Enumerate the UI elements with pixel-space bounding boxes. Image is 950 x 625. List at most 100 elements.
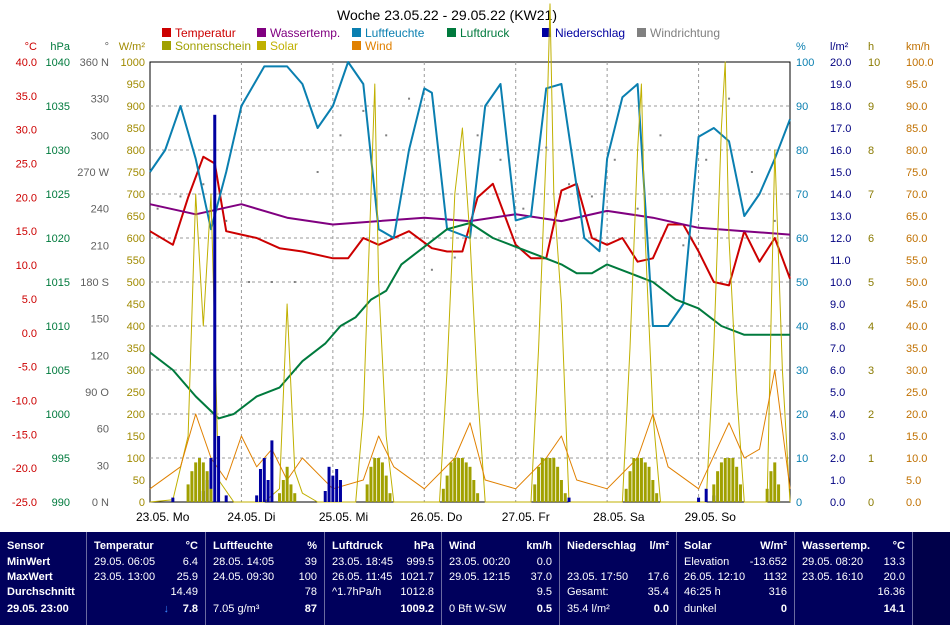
rain-axis-tick: 8.0	[830, 321, 845, 333]
sensor-column: Sensor MinWert MaxWert Durchschnitt 29.0…	[0, 532, 87, 625]
legend-swatch	[257, 28, 266, 37]
sunshine-axis-tick: 1	[868, 453, 874, 465]
windrichtung-point	[728, 97, 731, 100]
sonnenschein-bar	[285, 466, 289, 502]
temperature-axis-tick: 20.0	[16, 192, 37, 204]
sonnenschein-bar	[731, 458, 735, 502]
x-tick-label: 25.05. Mi	[319, 510, 368, 524]
pressure-axis-tick: 1015	[46, 277, 70, 289]
niederschlag-bar	[213, 114, 217, 503]
windrichtung-point	[682, 244, 685, 247]
wind-line	[149, 369, 791, 490]
wind-direction-axis-tick: 210	[91, 240, 109, 252]
sonnenschein-bar	[533, 484, 537, 502]
sunshine-axis-tick: 7	[868, 189, 874, 201]
windrichtung-point	[430, 268, 433, 271]
windrichtung-point	[568, 183, 571, 186]
temperature-axis-tick: 10.0	[16, 260, 37, 272]
sonnenschein-bar	[384, 475, 388, 502]
sonnenschein-bar	[453, 458, 457, 502]
rain-axis-tick: 10.0	[830, 277, 851, 289]
niederschlag-bar	[697, 497, 701, 502]
pressure-axis-tick: 1020	[46, 233, 70, 245]
absolute-humidity: 7.05 g/m³	[213, 603, 260, 615]
sunshine-axis-unit: h	[868, 41, 874, 53]
humidity-axis-tick: 20	[796, 409, 808, 421]
sonnenschein-bar	[472, 480, 476, 502]
windrichtung-point	[225, 219, 228, 222]
temperature-column: Temperatur °C 29.05. 06:05 6.4 23.05. 13:…	[87, 532, 206, 625]
sonnenschein-bar	[281, 480, 285, 502]
sonnenschein-bar	[723, 458, 727, 502]
temperature-axis-tick: 15.0	[16, 226, 37, 238]
humidity-axis-tick: 40	[796, 321, 808, 333]
water-temp-current: 14.1	[883, 603, 905, 615]
solar-line	[149, 3, 791, 503]
humidity-axis-tick: 90	[796, 101, 808, 113]
legend-label: Windrichtung	[650, 26, 720, 40]
legend-swatch	[637, 28, 646, 37]
sonnenschein-bar	[445, 475, 449, 502]
niederschlag-bar	[567, 497, 571, 502]
niederschlag-bar	[338, 480, 342, 502]
sonnenschein-bar	[476, 493, 480, 502]
niederschlag-bar	[217, 436, 221, 502]
windrichtung-point	[773, 219, 776, 222]
solar-axis-tick: 150	[127, 431, 145, 443]
rain-axis-tick: 5.0	[830, 387, 845, 399]
wind-speed-axis-tick: 95.0	[906, 79, 927, 91]
water-temp-min-value: 13.3	[883, 556, 905, 568]
rain-axis-tick: 0.0	[830, 497, 845, 509]
wind-direction-axis-tick: 30	[97, 460, 109, 472]
legend-swatch	[162, 28, 171, 37]
sonnenschein-bar	[643, 462, 647, 502]
humidity-min-value: 39	[304, 556, 317, 568]
water-temp-column: Wassertemp. °C 29.05. 08:20 13.3 23.05. 1…	[795, 532, 913, 625]
wind-speed-axis-tick: 90.0	[906, 101, 927, 113]
sonnenschein-bar	[655, 493, 659, 502]
sonnenschein-bar	[651, 480, 655, 502]
wind-speed-axis-tick: 65.0	[906, 211, 927, 223]
rain-axis-tick: 18.0	[830, 101, 851, 113]
weather-chart: Woche 23.05.22 - 29.05.22 (KW21) Tempera…	[11, 3, 934, 524]
pressure-axis-tick: 1010	[46, 321, 70, 333]
sonnenschein-bar	[727, 458, 731, 502]
solar-axis-tick: 550	[127, 255, 145, 267]
solar-axis-tick: 850	[127, 123, 145, 135]
wind-header: Wind	[449, 540, 476, 552]
rain-total-label: Gesamt:	[567, 586, 609, 598]
water-temp-max-time: 23.05. 16:10	[802, 571, 864, 583]
temperature-axis-tick: 30.0	[16, 125, 37, 137]
temperature-min-time: 29.05. 06:05	[94, 556, 156, 568]
legend-swatch	[352, 28, 361, 37]
windrichtung-point	[202, 183, 205, 186]
humidity-max-value: 100	[298, 571, 317, 583]
wind-direction-axis-unit: °	[105, 41, 109, 53]
temperature-max-time: 23.05. 13:00	[94, 571, 156, 583]
max-label: MaxWert	[7, 571, 53, 583]
rain-axis-tick: 20.0	[830, 57, 851, 69]
wind-speed-axis-tick: 15.0	[906, 431, 927, 443]
wind-speed-axis-tick: 30.0	[906, 365, 927, 377]
solar-axis-tick: 250	[127, 387, 145, 399]
sonnenschein-bar	[460, 458, 464, 502]
wind-speed-axis-tick: 10.0	[906, 453, 927, 465]
legend-label: Luftdruck	[460, 26, 510, 40]
pressure-min-time: 23.05. 18:45	[332, 556, 394, 568]
rain-axis-tick: 14.0	[830, 189, 851, 201]
legend-label: Niederschlag	[555, 26, 625, 40]
water-temp-min-time: 29.05. 08:20	[802, 556, 864, 568]
wind-speed-axis-tick: 85.0	[906, 123, 927, 135]
niederschlag-bar	[255, 495, 259, 502]
solar-max-value: 1132	[763, 571, 787, 583]
rain-max-time: 23.05. 17:50	[567, 571, 629, 583]
sonnenschein-bar	[380, 462, 384, 502]
temperature-current: 7.8	[182, 603, 198, 615]
pressure-trend: ^1.7hPa/h	[332, 586, 382, 598]
windrichtung-point	[499, 158, 502, 161]
legend-swatch	[257, 41, 266, 50]
solar-axis-unit: W/m²	[119, 41, 146, 53]
avg-label: Durchschnitt	[7, 586, 75, 598]
windrichtung-point	[705, 158, 708, 161]
sonnenschein-bar	[716, 471, 720, 502]
